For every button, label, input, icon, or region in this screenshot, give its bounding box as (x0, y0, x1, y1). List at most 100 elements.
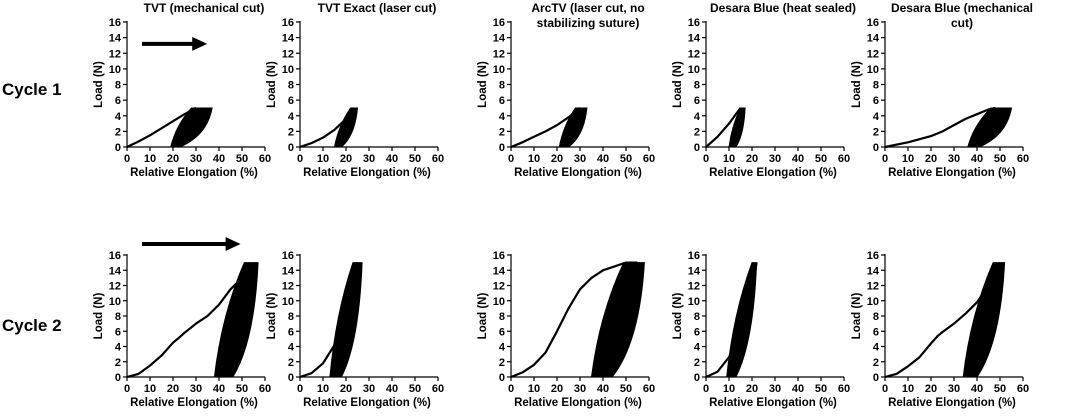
x-tick-label: 10 (317, 153, 329, 165)
x-tick-label: 20 (551, 383, 563, 395)
y-tick-label: 2 (499, 357, 505, 369)
y-axis-label: Load (N) (672, 61, 684, 108)
y-tick-label: 12 (282, 48, 294, 60)
y-tick-label: 16 (867, 17, 879, 29)
x-tick-label: 10 (317, 383, 329, 395)
x-tick-label: 30 (190, 153, 202, 165)
x-axis-label: Relative Elongation (%) (709, 167, 837, 179)
y-tick-label: 6 (499, 326, 505, 338)
y-tick-label: 6 (694, 95, 700, 107)
x-tick-label: 40 (386, 383, 398, 395)
y-tick-label: 4 (873, 111, 880, 123)
y-tick-label: 10 (282, 296, 294, 308)
x-tick-label: 60 (259, 153, 271, 165)
y-tick-label: 10 (282, 64, 294, 76)
loading-curve (510, 107, 581, 149)
hysteresis-band (170, 107, 213, 148)
y-tick-label: 12 (493, 281, 505, 293)
y-tick-label: 6 (115, 326, 121, 338)
loading-curve (510, 261, 638, 379)
y-tick-label: 0 (115, 372, 121, 384)
x-tick-label: 60 (432, 153, 444, 165)
x-tick-label: 20 (167, 153, 179, 165)
y-tick-label: 10 (493, 64, 505, 76)
x-tick-label: 30 (574, 383, 586, 395)
x-tick-label: 60 (1017, 153, 1029, 165)
x-tick-label: 40 (597, 383, 609, 395)
chart-panel: ArcTV (laser cut, no stabilizing suture) 0… (477, 1, 655, 179)
x-tick-label: 0 (703, 383, 709, 395)
x-tick-label: 10 (144, 153, 156, 165)
y-tick-label: 8 (115, 80, 121, 92)
x-tick-label: 40 (597, 153, 609, 165)
y-tick-label: 14 (109, 33, 122, 45)
x-tick-label: 60 (838, 383, 850, 395)
y-tick-label: 2 (873, 357, 879, 369)
y-tick-label: 6 (288, 326, 294, 338)
y-tick-label: 0 (873, 142, 879, 154)
hysteresis-band (967, 107, 1013, 148)
chart-panel: TVT (mechanical cut) 0 2 4 6 8 10 12 14 16 0 10 20 30… (93, 1, 271, 179)
y-tick-label: 16 (109, 17, 121, 29)
y-tick-label: 8 (499, 80, 505, 92)
loading-curve (126, 106, 197, 148)
y-axis-label: Load (N) (477, 293, 489, 340)
x-axis-label: Relative Elongation (%) (303, 397, 431, 409)
y-tick-label: 2 (288, 357, 294, 369)
y-tick-label: 16 (109, 250, 121, 262)
y-tick-label: 12 (867, 281, 879, 293)
y-tick-label: 12 (109, 48, 121, 60)
y-tick-label: 2 (694, 126, 700, 138)
y-tick-label: 2 (288, 126, 294, 138)
y-tick-label: 16 (493, 250, 505, 262)
y-tick-label: 4 (694, 342, 701, 354)
x-tick-label: 60 (259, 383, 271, 395)
chart-title: TVT (mechanical cut) (144, 1, 265, 15)
x-tick-label: 10 (528, 153, 540, 165)
x-tick-label: 10 (723, 383, 735, 395)
chart-panel: Desara Blue (heat sealed) 0 2 4 6 8 10 12 14 16 0 1… (672, 1, 856, 179)
x-tick-label: 40 (792, 383, 804, 395)
hysteresis-band (558, 107, 588, 148)
y-tick-label: 12 (109, 281, 121, 293)
x-axis-label: Relative Elongation (%) (709, 397, 837, 409)
y-tick-label: 6 (288, 95, 294, 107)
x-tick-label: 30 (948, 153, 960, 165)
x-tick-label: 10 (902, 153, 914, 165)
x-tick-label: 50 (236, 153, 248, 165)
loading-curve (884, 262, 1001, 379)
y-tick-label: 14 (688, 33, 701, 45)
x-tick-label: 50 (409, 153, 421, 165)
y-tick-label: 0 (694, 372, 700, 384)
y-axis-label: Load (N) (851, 61, 863, 108)
y-tick-label: 8 (288, 80, 294, 92)
y-tick-label: 12 (688, 48, 700, 60)
x-tick-label: 0 (508, 383, 514, 395)
chart-panel: Desara Blue (mechanical cut) 0 2 4 6 8 10 12 14 16… (851, 1, 1033, 179)
y-tick-label: 2 (694, 357, 700, 369)
x-tick-label: 40 (213, 153, 225, 165)
x-tick-label: 0 (508, 153, 514, 165)
loading-curve (705, 107, 742, 148)
x-tick-label: 50 (409, 383, 421, 395)
hysteresis-band (213, 262, 259, 378)
y-tick-label: 8 (499, 311, 505, 323)
x-tick-label: 60 (643, 153, 655, 165)
x-tick-label: 20 (746, 383, 758, 395)
direction-arrow-head (192, 36, 208, 51)
x-tick-label: 10 (144, 383, 156, 395)
hysteresis-band (728, 107, 746, 148)
y-tick-label: 2 (115, 357, 121, 369)
y-tick-label: 12 (282, 281, 294, 293)
chart-title: TVT Exact (laser cut) (318, 1, 437, 15)
y-tick-label: 16 (493, 17, 505, 29)
x-tick-label: 10 (528, 383, 540, 395)
y-axis-label: Load (N) (93, 61, 105, 108)
y-tick-label: 8 (873, 80, 879, 92)
y-tick-label: 4 (288, 111, 295, 123)
x-tick-label: 0 (882, 153, 888, 165)
y-tick-label: 10 (109, 296, 121, 308)
